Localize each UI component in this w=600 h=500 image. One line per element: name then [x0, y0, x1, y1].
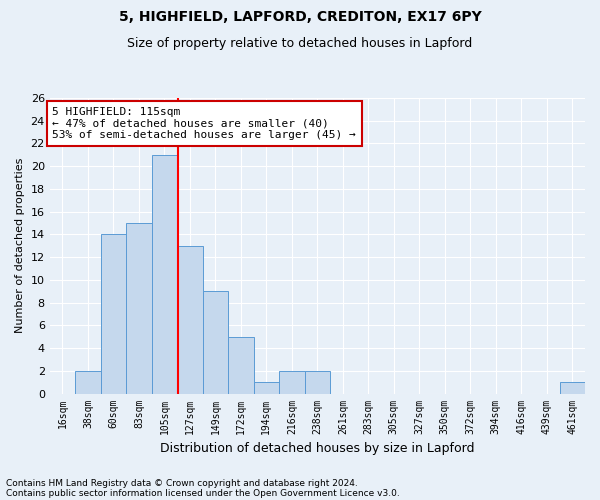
X-axis label: Distribution of detached houses by size in Lapford: Distribution of detached houses by size …: [160, 442, 475, 455]
Bar: [305, 371, 330, 394]
Bar: [279, 371, 305, 394]
Bar: [203, 291, 228, 394]
Bar: [228, 336, 254, 394]
Bar: [75, 371, 101, 394]
Text: 5 HIGHFIELD: 115sqm
← 47% of detached houses are smaller (40)
53% of semi-detach: 5 HIGHFIELD: 115sqm ← 47% of detached ho…: [52, 107, 356, 140]
Text: Size of property relative to detached houses in Lapford: Size of property relative to detached ho…: [127, 38, 473, 51]
Bar: [177, 246, 203, 394]
Bar: [560, 382, 585, 394]
Bar: [101, 234, 126, 394]
Text: 5, HIGHFIELD, LAPFORD, CREDITON, EX17 6PY: 5, HIGHFIELD, LAPFORD, CREDITON, EX17 6P…: [119, 10, 481, 24]
Bar: [254, 382, 279, 394]
Y-axis label: Number of detached properties: Number of detached properties: [15, 158, 25, 334]
Bar: [126, 223, 152, 394]
Text: Contains public sector information licensed under the Open Government Licence v3: Contains public sector information licen…: [6, 488, 400, 498]
Bar: [152, 155, 177, 394]
Text: Contains HM Land Registry data © Crown copyright and database right 2024.: Contains HM Land Registry data © Crown c…: [6, 478, 358, 488]
